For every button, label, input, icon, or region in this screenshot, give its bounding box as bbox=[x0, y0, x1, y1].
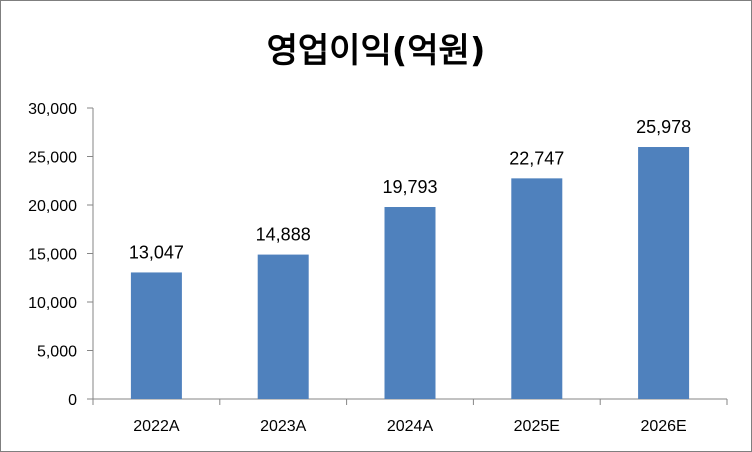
x-tick-label-2026E: 2026E bbox=[640, 418, 686, 435]
y-tick-label: 5,000 bbox=[37, 344, 77, 361]
data-label-2023A: 14,888 bbox=[256, 225, 311, 245]
x-tick-label-2025E: 2025E bbox=[514, 418, 560, 435]
y-tick-label: 0 bbox=[68, 392, 77, 409]
bar-2024A bbox=[384, 207, 436, 399]
chart-title: 영업이익(억원) bbox=[266, 31, 486, 71]
data-label-2026E: 25,978 bbox=[636, 117, 691, 137]
bars bbox=[130, 147, 690, 399]
labels: 0 5,000 10,000 15,000 20,000 25,000 30,000 13,0… bbox=[28, 101, 691, 435]
bar-2025E bbox=[511, 178, 563, 399]
y-tick-label: 30,000 bbox=[28, 101, 77, 118]
x-tick-label-2024A: 2024A bbox=[387, 418, 434, 435]
bar-2023A bbox=[257, 254, 309, 399]
y-tick-label: 15,000 bbox=[28, 247, 77, 264]
x-tick-label-2023A: 2023A bbox=[260, 418, 307, 435]
x-tick-label-2022A: 2022A bbox=[133, 418, 180, 435]
data-label-2022A: 13,047 bbox=[129, 242, 184, 262]
bar-2022A bbox=[130, 272, 182, 399]
bar-2026E bbox=[638, 147, 690, 399]
y-tick-label: 25,000 bbox=[28, 150, 77, 167]
y-tick-label: 20,000 bbox=[28, 198, 77, 215]
data-label-2025E: 22,747 bbox=[509, 148, 564, 168]
data-label-2024A: 19,793 bbox=[382, 177, 437, 197]
y-tick-label: 10,000 bbox=[28, 295, 77, 312]
